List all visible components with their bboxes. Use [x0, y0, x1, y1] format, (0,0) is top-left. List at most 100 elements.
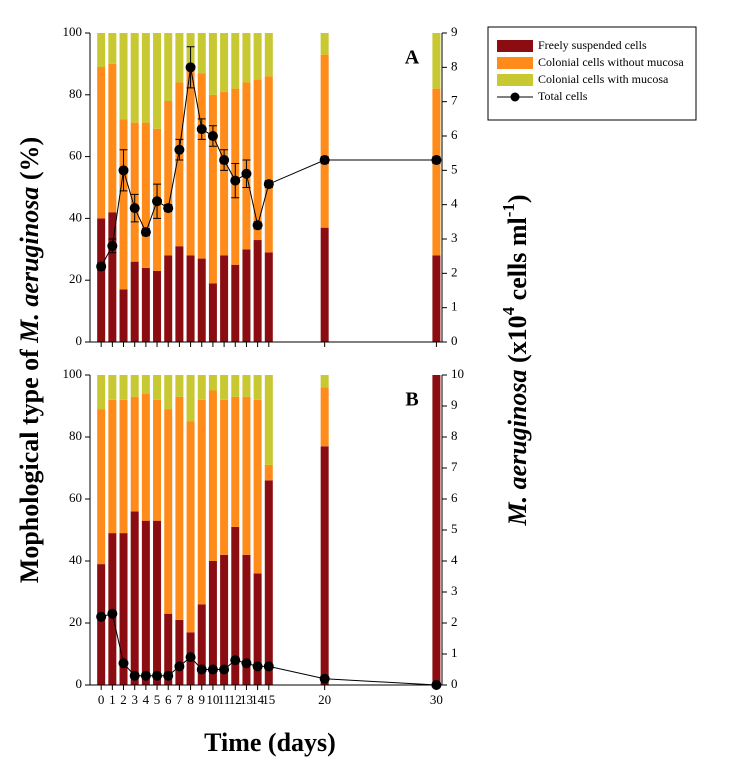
bar-segment — [197, 375, 206, 400]
point — [252, 220, 263, 231]
bar-segment — [164, 409, 173, 614]
bar-segment — [264, 480, 273, 685]
y-title-part: Mophological type of — [15, 343, 44, 584]
point — [319, 155, 330, 166]
bar-segment — [253, 375, 262, 400]
point — [107, 608, 118, 619]
y-tick-label: 0 — [76, 333, 83, 348]
bar-segment — [197, 33, 206, 74]
point — [241, 168, 252, 179]
bar-segment — [141, 267, 150, 342]
x-tick-label: 15 — [262, 692, 275, 707]
bar-segment — [186, 421, 195, 633]
bar-segment — [175, 246, 184, 342]
bar-segment — [130, 122, 139, 262]
bar-segment — [253, 240, 262, 342]
y-tick-label: 40 — [69, 552, 82, 567]
x-tick-label: 0 — [98, 692, 105, 707]
y2-axis-title: M. aeruginosa (x104 cells ml-1) — [499, 194, 532, 526]
bar-segment — [264, 76, 273, 253]
y2-tick-label: 9 — [451, 24, 458, 39]
x-tick-label: 10 — [206, 692, 219, 707]
x-tick-label: 8 — [187, 692, 194, 707]
y-tick-label: 100 — [63, 366, 83, 381]
x-tick-label: 12 — [229, 692, 242, 707]
y2-tick-label: 9 — [451, 397, 458, 412]
bar-segment — [97, 564, 106, 685]
y2-title-part: M. aeruginosa — [503, 370, 532, 527]
bar-segment — [432, 255, 441, 342]
y2-tick-label: 7 — [451, 459, 458, 474]
bar-segment — [231, 396, 240, 527]
panel-label: A — [405, 47, 420, 69]
y2-tick-label: 7 — [451, 93, 458, 108]
y2-tick-label: 3 — [451, 583, 458, 598]
point — [219, 155, 230, 166]
bar-segment — [130, 375, 139, 397]
bar-segment — [320, 227, 329, 342]
point — [174, 144, 185, 155]
bar-segment — [153, 33, 162, 129]
bar-segment — [108, 399, 117, 534]
y2-tick-label: 4 — [451, 552, 458, 567]
legend-label: Colonial cells with mucosa — [538, 72, 669, 86]
y-tick-label: 60 — [69, 148, 82, 163]
bar-segment — [432, 375, 441, 685]
bar-segment — [197, 399, 206, 605]
bar-segment — [231, 375, 240, 397]
bar-segment — [119, 119, 128, 290]
y-tick-label: 20 — [69, 271, 82, 286]
point — [431, 680, 442, 690]
bar-segment — [130, 396, 139, 512]
bar-segment — [97, 66, 106, 219]
y2-title-part: (x10 — [503, 315, 532, 369]
legend-swatch — [497, 74, 533, 86]
bar-segment — [432, 33, 441, 89]
point — [152, 670, 163, 681]
point — [207, 131, 218, 141]
y2-tick-label: 10 — [451, 366, 464, 381]
point — [196, 664, 207, 675]
bar-segment — [141, 375, 150, 394]
y-axis-title: Mophological type of M. aeruginosa (%) — [15, 137, 44, 583]
y2-tick-label: 0 — [451, 676, 458, 691]
bar-segment — [175, 619, 184, 685]
y2-tick-label: 6 — [451, 490, 458, 505]
x-tick-label: 11 — [218, 692, 231, 707]
bar-segment — [197, 73, 206, 259]
bar-segment — [153, 375, 162, 400]
x-tick-label: 14 — [251, 692, 265, 707]
bar-segment — [220, 33, 229, 92]
bar-segment — [208, 561, 217, 685]
legend-label: Total cells — [538, 89, 588, 103]
legend-marker — [510, 92, 520, 102]
point — [263, 661, 274, 672]
bar-segment — [130, 33, 139, 123]
legend-swatch — [497, 40, 533, 52]
bar-segment — [130, 261, 139, 342]
y2-tick-label: 3 — [451, 230, 458, 245]
point — [96, 611, 107, 622]
legend-label: Colonial cells without mucosa — [538, 55, 684, 69]
bar-segment — [119, 375, 128, 400]
bar-segment — [119, 533, 128, 685]
bar-segment — [153, 520, 162, 685]
bar-segment — [320, 446, 329, 685]
x-tick-label: 9 — [198, 692, 205, 707]
point — [163, 203, 174, 214]
y-tick-label: 80 — [69, 86, 82, 101]
bar-segment — [186, 63, 195, 256]
y-tick-label: 0 — [76, 676, 83, 691]
legend-swatch — [497, 57, 533, 69]
y2-tick-label: 8 — [451, 58, 458, 73]
bar-segment — [264, 252, 273, 342]
bar-segment — [242, 33, 251, 83]
bar-segment — [320, 54, 329, 228]
bar-segment — [141, 33, 150, 123]
bar-segment — [164, 613, 173, 685]
x-tick-label: 7 — [176, 692, 183, 707]
x-tick-label: 4 — [143, 692, 150, 707]
panel-label: B — [405, 389, 418, 411]
x-tick-label: 5 — [154, 692, 161, 707]
y2-tick-label: 2 — [451, 614, 458, 629]
